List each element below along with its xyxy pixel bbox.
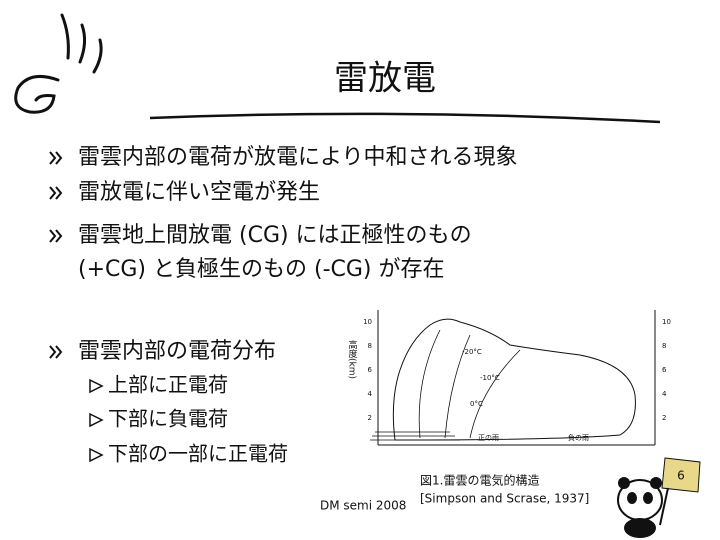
tick-label: 6 [662,366,667,374]
tick-label: 6 [368,366,373,374]
bullet-text: 雷雲内部の電荷が放電により中和される現象 [78,145,518,170]
y-label: 高度(km) [347,339,358,379]
tick-label: 10 [662,318,671,326]
sub-bullet-text: 下部に負電荷 [108,407,228,431]
page-number: 6 [677,469,685,483]
figure-label: 負の雨 [568,433,589,442]
figure-label: -20°C [462,348,482,356]
tick-label: 10 [363,318,372,326]
sign [661,457,701,493]
title: 雷放電 [334,59,436,99]
sub-bullet-markers [89,378,104,463]
panda-mascot [617,457,701,538]
ground-lines [370,431,460,441]
figure: 10 8 6 4 2 10 8 6 4 2 高度(km) -20°C -10°C… [347,310,671,446]
figure-label: -10°C [480,374,500,382]
figure-label: 0°C [470,400,483,408]
figure-caption: 図1.雷雲の電気的構造 [420,473,539,488]
figure-label: 正の雨 [478,434,499,442]
tick-label: 4 [368,390,373,398]
tick-label: 8 [662,342,666,350]
tick-label: 8 [368,342,372,350]
footer: DM semi 2008 [320,499,406,513]
tick-label: 2 [368,414,372,422]
figure-source: [Simpson and Scrase, 1937] [420,492,589,506]
cloud-outline [392,318,636,441]
bullet-text: 雷雲内部の電荷分布 [78,339,276,364]
isotherms [418,329,521,439]
bullet-markers [49,151,63,359]
bullet-text: (+CG) と負極生のもの (-CG) が存在 [78,257,445,282]
title-underline [149,112,661,124]
tick-label: 4 [662,390,667,398]
doodle [14,13,103,114]
tick-label: 2 [662,414,666,422]
bullet-text: 雷雲地上間放電 (CG) には正極性のもの [78,223,472,248]
sub-bullet-text: 上部に正電荷 [108,373,228,397]
bullet-text: 雷放電に伴い空電が発生 [78,180,320,205]
sub-bullet-text: 下部の一部に正電荷 [108,442,288,466]
